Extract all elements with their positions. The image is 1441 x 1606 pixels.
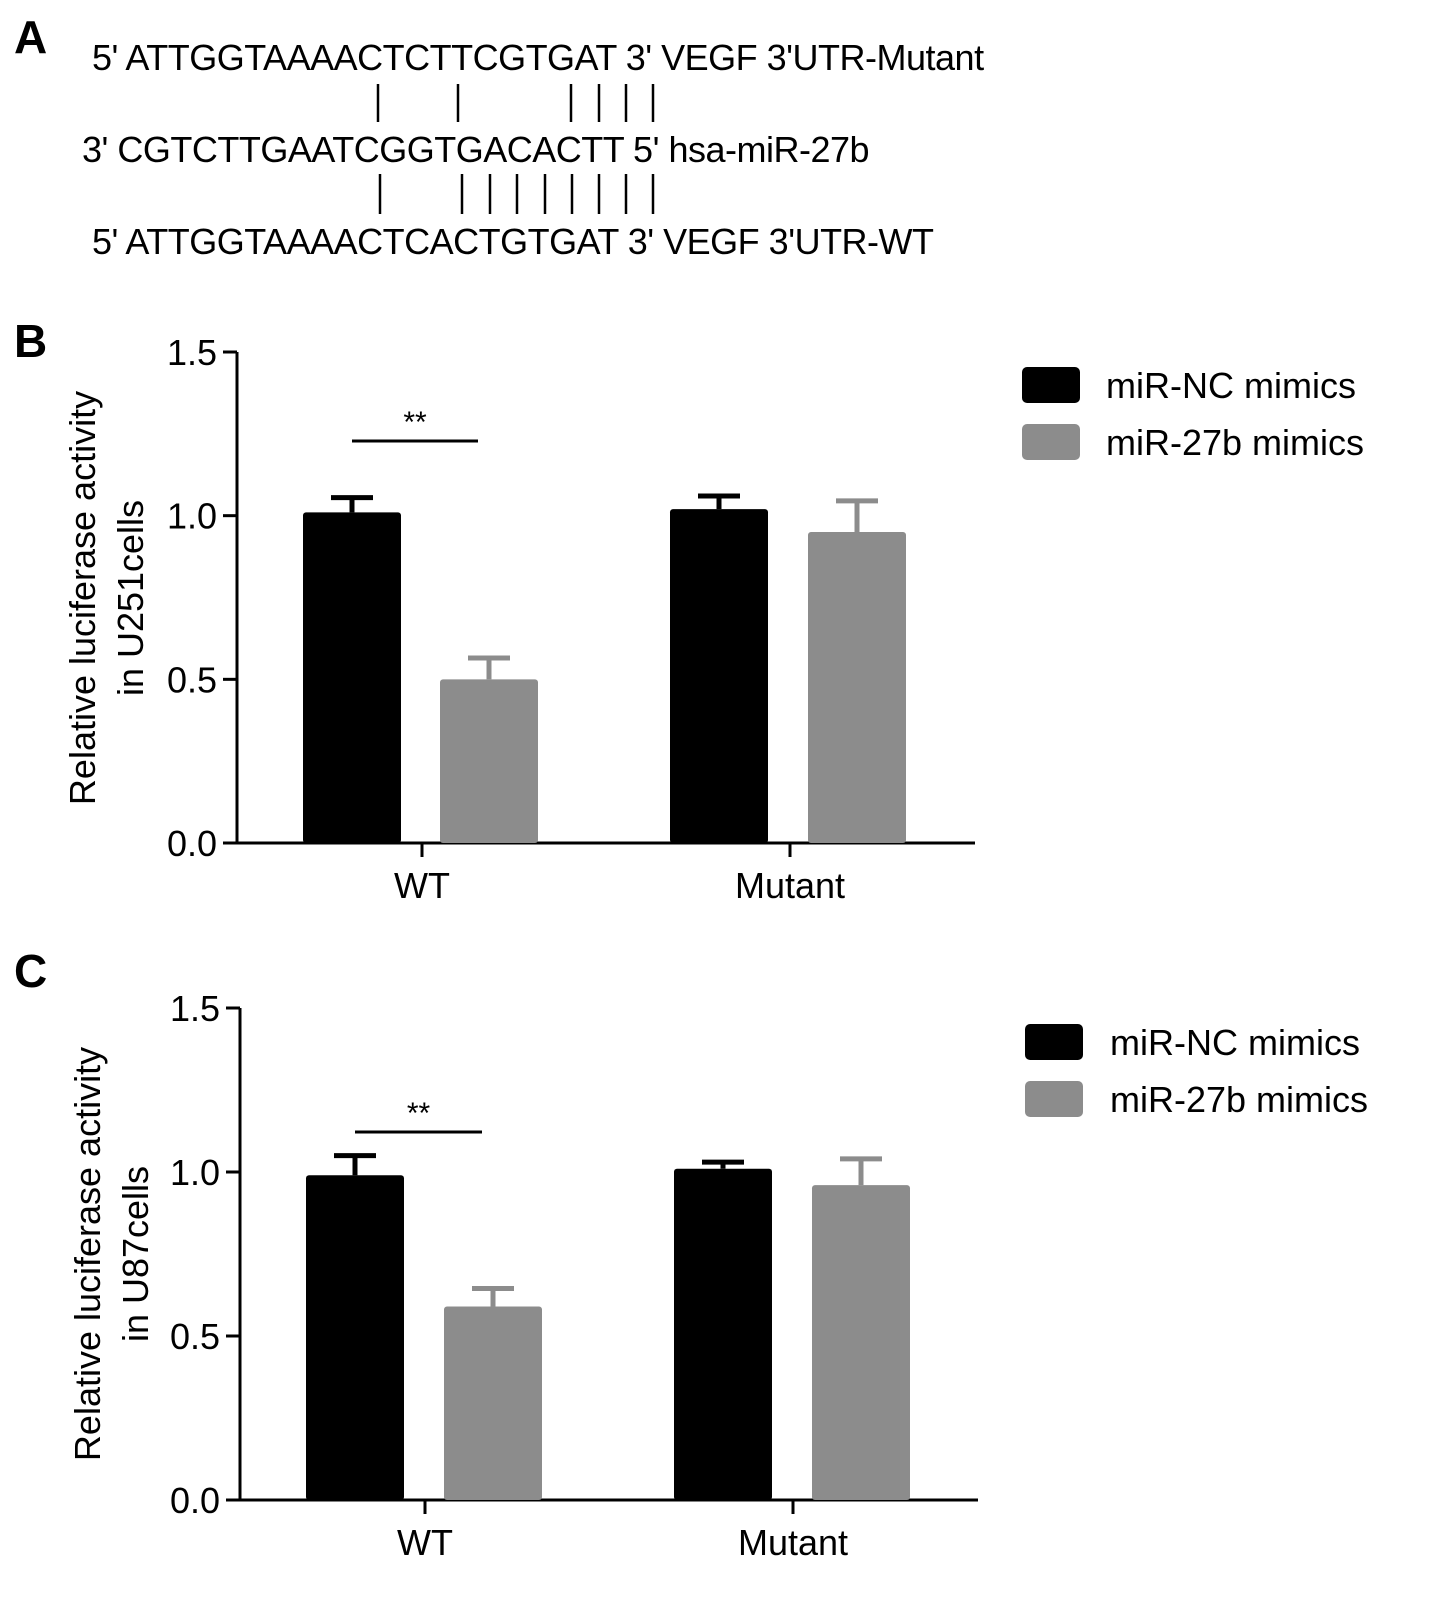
legend-swatch (1025, 1024, 1083, 1060)
x-tick-label: Mutant (735, 865, 845, 906)
y-tick-label: 0.0 (170, 1480, 220, 1521)
y-tick-label: 1.5 (170, 988, 220, 1029)
mir27b-sequence: 3' CGTCTTGAATCGGTGACACTT 5' hsa-miR-27b (82, 129, 870, 170)
y-tick-label: 1.0 (170, 1152, 220, 1193)
y-tick-label: 0.0 (167, 823, 217, 864)
y-axis-label: Relative luciferase activity in U251cells (62, 391, 151, 805)
significance-label: ** (403, 406, 427, 439)
bar-mir-nc-mutant (674, 1168, 772, 1500)
vegf-wt-sequence: 5' ATTGGTAAAACTCACTGTGAT 3' VEGF 3'UTR-W… (92, 221, 934, 262)
legend-label: miR-27b mimics (1106, 422, 1364, 463)
y-axis-label-line: Relative luciferase activity (62, 391, 103, 805)
x-tick-label: WT (397, 1522, 453, 1563)
panel-a-letter: A (14, 11, 48, 63)
legend-swatch (1022, 367, 1080, 403)
x-tick-label: WT (394, 865, 450, 906)
legend-swatch (1022, 424, 1080, 460)
y-tick-label: 1.0 (167, 496, 217, 537)
panel-b-letter: B (14, 315, 48, 367)
bar-mir-27b-mutant (812, 1185, 910, 1500)
bar-mir-27b-wt (440, 679, 538, 843)
y-axis-label: Relative luciferase activity in U87cells (67, 1047, 156, 1461)
panel-c-letter: C (14, 945, 48, 997)
vegf-mutant-sequence: 5' ATTGGTAAAACTCTTCGTGAT 3' VEGF 3'UTR-M… (92, 37, 984, 78)
bar-mir-nc-wt (303, 512, 401, 843)
y-axis-label-line: in U87cells (115, 1166, 156, 1342)
y-tick-label: 1.5 (167, 332, 217, 373)
y-tick-label: 0.5 (167, 659, 217, 700)
bar-mir-nc-mutant (670, 509, 768, 843)
y-axis-label-line: Relative luciferase activity (67, 1047, 108, 1461)
legend-label: miR-NC mimics (1110, 1022, 1360, 1063)
significance-label: ** (407, 1097, 431, 1130)
bar-mir-27b-mutant (808, 532, 906, 843)
chart-b: 0.0 0.5 1.0 1.5 WT Mutant ** Relative luciferas… (62, 332, 1364, 906)
legend-swatch (1025, 1081, 1083, 1117)
bar-mir-27b-wt (444, 1306, 542, 1500)
y-axis-label-line: in U251cells (110, 500, 151, 696)
bar-mir-nc-wt (306, 1175, 404, 1500)
y-tick-label: 0.5 (170, 1316, 220, 1357)
legend-label: miR-NC mimics (1106, 365, 1356, 406)
chart-c: 0.0 0.5 1.0 1.5 WT Mutant ** Relative luciferas… (67, 988, 1368, 1563)
x-tick-label: Mutant (738, 1522, 848, 1563)
legend-label: miR-27b mimics (1110, 1079, 1368, 1120)
